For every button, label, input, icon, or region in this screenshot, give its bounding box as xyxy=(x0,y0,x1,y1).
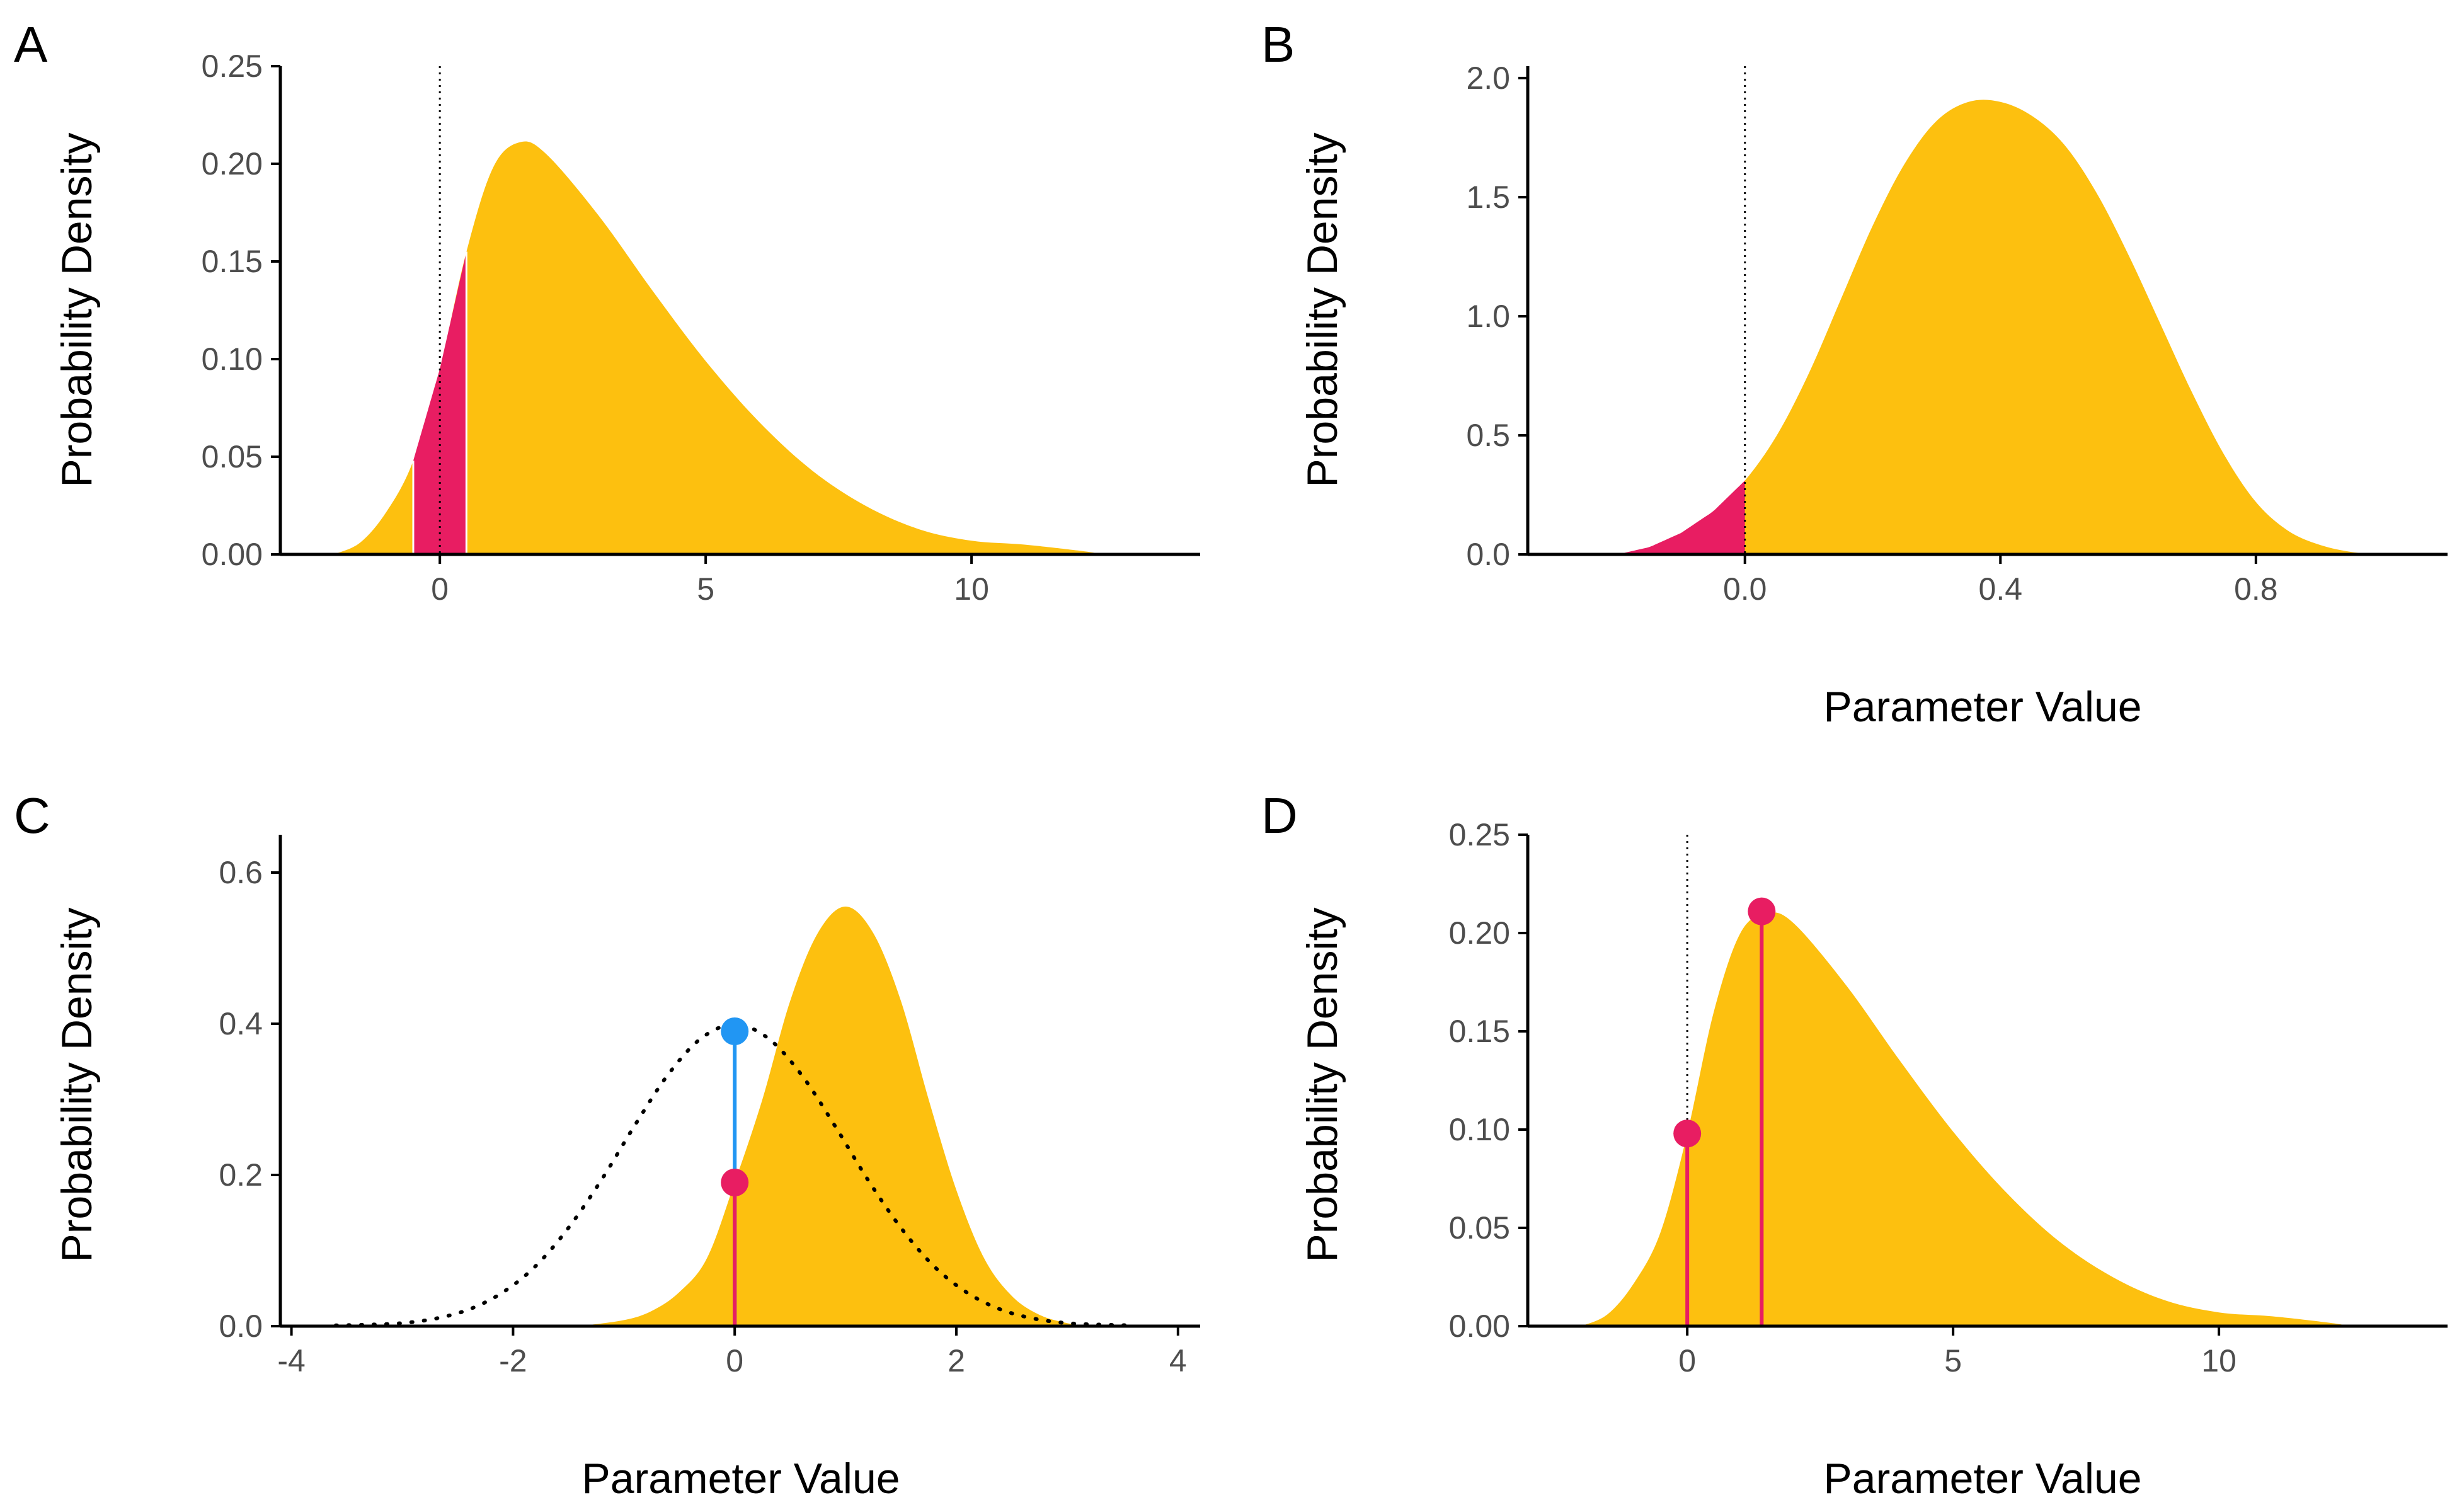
panel-a-y-axis-title: Probability Density xyxy=(53,132,101,487)
panel-d-x-tick-label-1: 5 xyxy=(1944,1343,1962,1378)
panel-a-y-tick-label-0: 0.00 xyxy=(202,537,263,572)
panel-c-y-axis-title: Probability Density xyxy=(53,907,101,1262)
panel-b-x-tick-label-2: 0.8 xyxy=(2234,571,2278,607)
panel-b-y-tick-label-2: 1.0 xyxy=(1466,299,1510,334)
panel-c-x-tick-label-3: 2 xyxy=(948,1343,965,1378)
panel-c-y-tick-label-0: 0.0 xyxy=(219,1309,263,1344)
panel-c-y-tick-label-3: 0.6 xyxy=(219,855,263,890)
panel-b-y-tick-label-4: 2.0 xyxy=(1466,60,1510,96)
panel-c-x-tick-label-0: -4 xyxy=(277,1343,305,1378)
panel-a-plot: 0 5 10 0.00 0.05 0.10 0.15 0.20 0.25 xyxy=(202,49,1200,607)
panel-b-y-tick-label-3: 1.5 xyxy=(1466,180,1510,215)
panel-a-y-tick-label-1: 0.05 xyxy=(202,439,263,474)
panel-b-x-tick-label-1: 0.4 xyxy=(1979,571,2023,607)
panel-c: C -4 -2 0 2 4 0.0 0.2 0.4 0.6 Probability Densit… xyxy=(14,788,1200,1503)
panel-d-x-tick-label-0: 0 xyxy=(1678,1343,1696,1378)
panel-d-label: D xyxy=(1261,788,1298,844)
panel-d-point-0 xyxy=(1673,1120,1702,1148)
panel-d-x-axis-title: Parameter Value xyxy=(1823,1455,2141,1503)
panel-a-y-tick-label-2: 0.10 xyxy=(202,341,263,377)
panel-a-label: A xyxy=(14,16,48,72)
panel-a-x-tick-label-1: 5 xyxy=(697,571,714,607)
panel-d-y-tick-label-0: 0.00 xyxy=(1449,1309,1510,1344)
panel-a: A 0 5 10 0.00 0.05 0.10 0.15 0.20 0.25 Probabili… xyxy=(14,16,1200,607)
panel-a-series-0-posterior-area xyxy=(333,141,1105,554)
panel-d-y-tick-label-2: 0.10 xyxy=(1449,1112,1510,1147)
panel-a-y-tick-label-3: 0.15 xyxy=(202,244,263,279)
panel-c-point-0 xyxy=(721,1017,749,1045)
panel-a-x-tick-label-0: 0 xyxy=(431,571,449,607)
panel-b-highlight-region xyxy=(1617,480,1745,554)
panel-c-series-0-posterior-area xyxy=(579,907,1090,1326)
panel-c-y-tick-label-1: 0.2 xyxy=(219,1157,263,1193)
panel-c-plot: -4 -2 0 2 4 0.0 0.2 0.4 0.6 xyxy=(219,835,1200,1378)
panel-c-label: C xyxy=(14,788,50,844)
panel-d: D 0 5 10 0.00 0.05 0.10 0.15 0.20 0.25 Probabili… xyxy=(1261,788,2448,1503)
panel-d-y-tick-label-3: 0.15 xyxy=(1449,1014,1510,1049)
panel-b-plot: 0.0 0.4 0.8 0.0 0.5 1.0 1.5 2.0 xyxy=(1466,60,2448,607)
panel-b-x-tick-label-0: 0.0 xyxy=(1723,571,1767,607)
panel-d-x-tick-label-2: 10 xyxy=(2201,1343,2236,1378)
panel-c-x-tick-label-2: 0 xyxy=(726,1343,743,1378)
panel-c-x-tick-label-4: 4 xyxy=(1169,1343,1187,1378)
panel-d-y-tick-label-5: 0.25 xyxy=(1449,817,1510,852)
panel-a-y-tick-label-4: 0.20 xyxy=(202,146,263,181)
panel-d-plot: 0 5 10 0.00 0.05 0.10 0.15 0.20 0.25 xyxy=(1449,817,2448,1378)
panel-b-series-0-posterior-area xyxy=(1617,100,2384,555)
panel-c-point-1 xyxy=(721,1169,749,1196)
panel-b: B 0.0 0.4 0.8 0.0 0.5 1.0 1.5 2.0 Probability D… xyxy=(1261,16,2448,731)
panel-a-y-tick-label-5: 0.25 xyxy=(202,49,263,84)
panel-a-x-tick-label-2: 10 xyxy=(954,571,989,607)
panel-c-y-tick-label-2: 0.4 xyxy=(219,1006,263,1041)
panel-c-x-axis-title: Parameter Value xyxy=(581,1455,900,1503)
panel-b-x-axis-title: Parameter Value xyxy=(1823,683,2141,731)
panel-c-x-tick-label-1: -2 xyxy=(499,1343,527,1378)
panel-d-y-tick-label-4: 0.20 xyxy=(1449,915,1510,951)
panel-b-y-axis-title: Probability Density xyxy=(1298,132,1346,487)
panel-d-y-tick-label-1: 0.05 xyxy=(1449,1210,1510,1246)
panel-d-point-1 xyxy=(1748,897,1776,925)
panel-a-highlight-region xyxy=(413,251,467,554)
panel-d-y-axis-title: Probability Density xyxy=(1298,907,1346,1262)
panel-b-y-tick-label-1: 0.5 xyxy=(1466,418,1510,453)
panel-b-y-tick-label-0: 0.0 xyxy=(1466,537,1510,572)
panel-b-label: B xyxy=(1261,16,1295,72)
panel-d-series-0-posterior-area xyxy=(1581,912,2352,1326)
